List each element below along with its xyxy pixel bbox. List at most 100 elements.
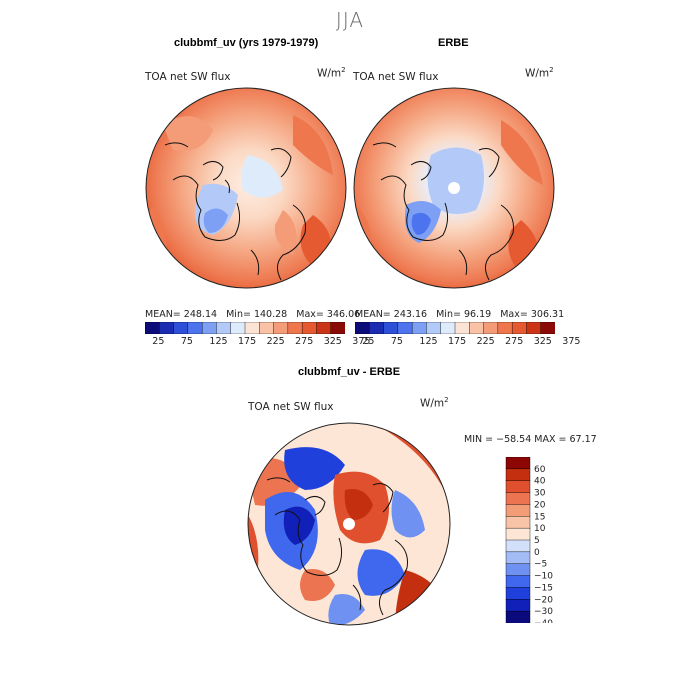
panel1-colorbar — [145, 322, 345, 334]
colorbar-box — [505, 492, 531, 505]
panel2-variable-label: TOA net SW flux — [353, 71, 439, 83]
panel1-colorbar-ticks: 25 75 125 175 225 275 325 375 — [145, 336, 370, 348]
panel2-region — [411, 212, 431, 235]
colorbar-tick-label: 375 — [562, 336, 581, 347]
panel1-title: clubbmf_uv (yrs 1979-1979) — [174, 37, 319, 49]
panel2-stats: MEAN= 243.16 Min= 96.19 Max= 306.31 — [355, 309, 565, 320]
panel1-coastlines — [164, 142, 306, 281]
panel1-units: W/m2 — [317, 66, 346, 80]
colorbar-level-label: 5 — [534, 536, 540, 546]
colorbar-level-label: −10 — [534, 572, 553, 582]
panel2-units: W/m2 — [525, 66, 554, 80]
panel1-region — [163, 116, 213, 151]
colorbar-box — [316, 322, 332, 334]
panel2-region — [427, 147, 485, 214]
colorbar-box — [505, 575, 531, 588]
panel3-region — [328, 594, 365, 625]
colorbar-level-label: 60 — [534, 465, 546, 475]
colorbar-box — [369, 322, 385, 334]
colorbar-box — [505, 457, 531, 470]
season-title: JJA — [335, 8, 365, 32]
panel3-minmax: MIN = −58.54 MAX = 67.17 — [464, 434, 597, 445]
colorbar-tick-label: 275 — [505, 336, 524, 347]
colorbar-box — [454, 322, 470, 334]
colorbar-tick-label: 75 — [180, 336, 193, 347]
colorbar-box — [505, 480, 531, 493]
colorbar-box — [540, 322, 555, 334]
panel3-coastlines — [266, 477, 408, 616]
panel2-region — [501, 120, 543, 185]
colorbar-box — [244, 322, 260, 334]
panel3-title: clubbmf_uv - ERBE — [298, 366, 401, 378]
colorbar-tick-label: 375 — [352, 336, 371, 347]
colorbar-level-label: 20 — [534, 500, 546, 510]
panel1-region — [203, 208, 228, 233]
colorbar-box — [397, 322, 413, 334]
colorbar-box — [355, 322, 370, 334]
colorbar-level-label: 15 — [534, 512, 545, 522]
colorbar-box — [159, 322, 175, 334]
panel3-region — [283, 506, 315, 545]
colorbar-box — [505, 587, 531, 600]
panel2-colorbar-ticks: 25 75 125 175 225 275 325 375 — [355, 336, 580, 348]
colorbar-box — [505, 563, 531, 576]
colorbar-box — [469, 322, 485, 334]
colorbar-box — [426, 322, 442, 334]
colorbar-tick-label: 25 — [152, 336, 165, 347]
panel2-pole-missing — [448, 182, 460, 194]
colorbar-tick-label: 175 — [238, 336, 257, 347]
panel3-polar-map — [247, 422, 451, 626]
panel2-colorbar — [355, 322, 555, 334]
colorbar-box — [505, 599, 531, 612]
colorbar-tick-label: 275 — [295, 336, 314, 347]
colorbar-tick-label: 25 — [362, 336, 375, 347]
colorbar-box — [505, 468, 531, 482]
panel2-coastlines — [372, 142, 514, 281]
panel3-region — [391, 490, 425, 538]
colorbar-box — [511, 322, 527, 334]
colorbar-level-label: 10 — [534, 524, 546, 534]
colorbar-box — [440, 322, 456, 334]
panel3-region — [344, 489, 373, 520]
colorbar-box — [411, 322, 427, 334]
colorbar-box — [505, 504, 531, 517]
panel3-region — [357, 549, 405, 596]
colorbar-level-label: 30 — [534, 489, 546, 499]
colorbar-tick-label: 225 — [476, 336, 495, 347]
colorbar-box — [201, 322, 217, 334]
colorbar-box — [483, 322, 499, 334]
colorbar-box — [505, 527, 531, 541]
colorbar-box — [259, 322, 275, 334]
colorbar-level-label: −15 — [534, 583, 553, 593]
panel2-title: ERBE — [438, 37, 469, 49]
panel1-region — [274, 210, 297, 255]
panel3-pole-missing — [343, 518, 355, 530]
panel3-units: W/m2 — [420, 396, 449, 410]
colorbar-box — [145, 322, 160, 334]
colorbar-level-label: −30 — [534, 607, 553, 617]
colorbar-level-label: −40 — [534, 619, 553, 623]
panel3-variable-label: TOA net SW flux — [248, 401, 334, 413]
colorbar-tick-label: 325 — [323, 336, 342, 347]
colorbar-box — [273, 322, 289, 334]
panel1-region — [293, 115, 333, 175]
colorbar-box — [216, 322, 232, 334]
colorbar-tick-label: 225 — [266, 336, 285, 347]
colorbar-box — [497, 322, 513, 334]
colorbar-box — [330, 322, 345, 334]
colorbar-box — [505, 516, 531, 529]
panel1-variable-label: TOA net SW flux — [145, 71, 231, 83]
panel1-region — [241, 155, 283, 198]
colorbar-tick-label: 175 — [448, 336, 467, 347]
colorbar-box — [505, 539, 531, 553]
panel3-region — [300, 569, 335, 601]
colorbar-box — [383, 322, 399, 334]
panel2-polar-map — [353, 87, 555, 289]
panel1-polar-map — [145, 87, 347, 289]
colorbar-tick-label: 125 — [419, 336, 438, 347]
colorbar-box — [526, 322, 542, 334]
panel3-region — [284, 447, 345, 490]
colorbar-box — [505, 610, 531, 623]
colorbar-tick-label: 325 — [533, 336, 552, 347]
colorbar-box — [173, 322, 189, 334]
